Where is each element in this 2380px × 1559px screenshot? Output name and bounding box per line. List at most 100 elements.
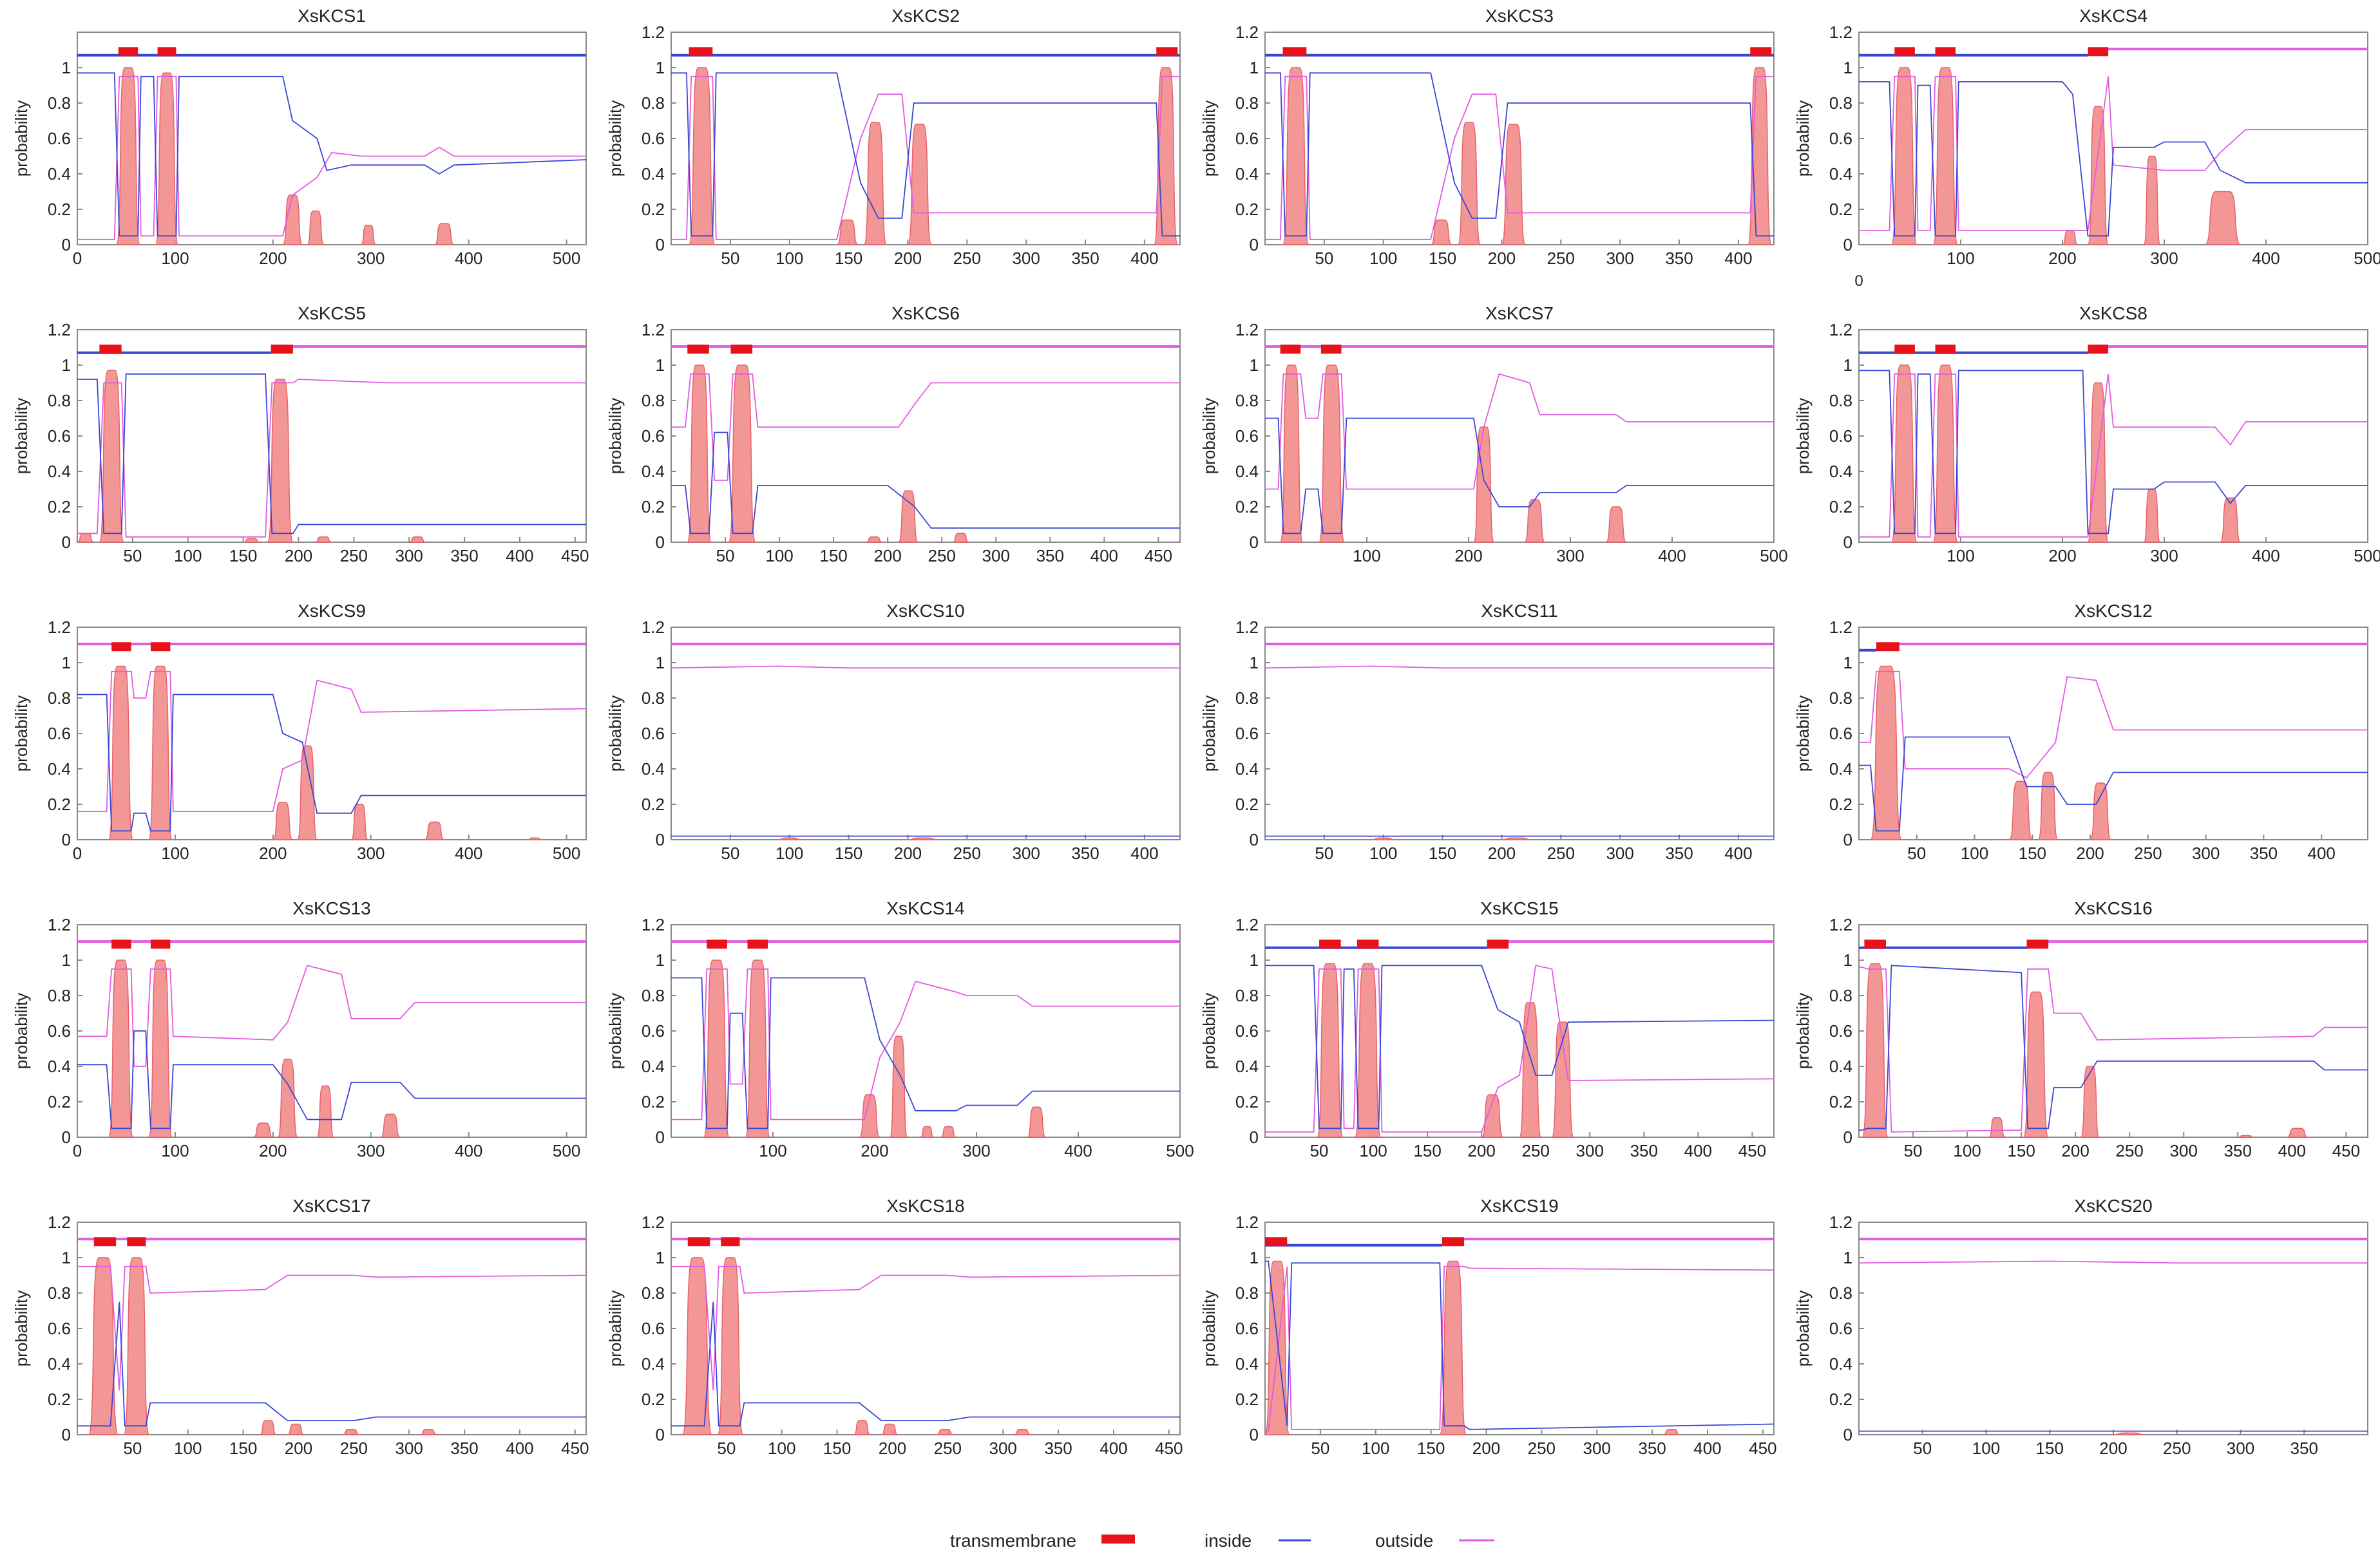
y-tick-label: 0.8 (1829, 688, 1852, 708)
x-tick-label: 100 (174, 546, 202, 565)
x-tick-label: 300 (357, 1141, 385, 1160)
tm-probability-peak (2220, 497, 2242, 543)
tm-probability-peak (88, 1257, 119, 1435)
tm-probability-peak (343, 1429, 360, 1435)
tm-probability-peak (898, 490, 919, 543)
tm-probability-peak (123, 1257, 150, 1435)
x-tick-label: 200 (259, 844, 287, 863)
transmembrane-bar (150, 940, 171, 949)
y-tick-label: 0 (656, 1425, 665, 1444)
tm-probability-peak (703, 959, 730, 1138)
y-tick-label: 0.8 (1235, 391, 1259, 410)
panel-title: XsKCS10 (886, 601, 964, 621)
outside-probability-line (1265, 75, 1774, 240)
x-tick-label: 150 (819, 546, 847, 565)
tm-probability-peak (1027, 1106, 1047, 1138)
x-tick-label: 350 (2224, 1141, 2252, 1160)
x-tick-label: 250 (953, 844, 981, 863)
transmembrane-bar (687, 345, 709, 354)
tm-probability-peak (2286, 1128, 2309, 1138)
tm-probability-peak (717, 1257, 744, 1435)
tm-probability-peak (1430, 219, 1452, 245)
x-tick-label: 400 (455, 1141, 482, 1160)
x-tick-label: 400 (1064, 1141, 1092, 1160)
tm-probability-peak (360, 225, 377, 245)
x-tick-label: 300 (357, 249, 385, 268)
panel-xskcs14: XsKCS14 probability 0 0.2 0.4 0.6 0.8 1 1.2 100 20… (605, 898, 1194, 1160)
inside-probability-line (1265, 1260, 1775, 1430)
tm-probability-peak (527, 837, 542, 840)
x-tick-label: 150 (2036, 1439, 2064, 1458)
panel-xskcs5: XsKCS5 probability 0 0.2 0.4 0.6 0.8 1 1.2 50 100 1… (12, 303, 589, 565)
x-tick-label: 250 (2134, 844, 2162, 863)
y-tick-label: 1 (62, 58, 71, 77)
tm-probability-peak (2090, 782, 2112, 840)
y-tick-label: 1.2 (1235, 618, 1259, 637)
tm-probability-peak (315, 536, 332, 543)
y-tick-label: 1.2 (642, 1213, 665, 1232)
transmembrane-bar (93, 1237, 117, 1247)
extra-axis-label: 0 (1854, 272, 1863, 290)
y-tick-label: 0 (656, 1128, 665, 1147)
y-tick-label: 1 (1843, 1248, 1852, 1267)
inside-probability-line (77, 373, 586, 534)
tm-probability-peak (316, 1085, 334, 1138)
x-tick-label: 300 (982, 546, 1010, 565)
panel-title: XsKCS3 (1485, 6, 1554, 26)
y-tick-label: 0.6 (1829, 129, 1852, 148)
transmembrane-bar (1280, 345, 1301, 354)
x-tick-label: 100 (161, 249, 189, 268)
transmembrane-bar (99, 345, 122, 354)
y-tick-label: 0 (62, 1128, 71, 1147)
y-axis-label: probability (605, 695, 625, 772)
x-tick-label: 450 (561, 546, 589, 565)
y-axis-label: probability (1793, 1290, 1813, 1367)
inside-probability-line (1859, 81, 2368, 237)
y-tick-label: 0.2 (1235, 200, 1259, 219)
tm-probability-peak (287, 1423, 305, 1435)
y-tick-label: 0.4 (1829, 462, 1852, 481)
x-tick-label: 300 (357, 844, 385, 863)
y-tick-label: 0 (1250, 1425, 1259, 1444)
tm-probability-peak (108, 665, 134, 840)
x-tick-label: 350 (1665, 249, 1693, 268)
panel-title: XsKCS20 (2074, 1196, 2152, 1216)
x-tick-label: 300 (2227, 1439, 2254, 1458)
outside-probability-line (1859, 373, 2368, 538)
y-tick-label: 1 (1250, 1248, 1259, 1267)
panel-title: XsKCS5 (298, 303, 366, 323)
plot-frame (1264, 1222, 1775, 1435)
x-tick-label: 200 (1488, 249, 1516, 268)
y-axis-label: probability (1199, 1290, 1219, 1367)
transmembrane-bar (111, 940, 131, 949)
outside-probability-line (1859, 670, 2368, 779)
x-tick-label: 400 (1724, 249, 1752, 268)
transmembrane-bar (1864, 940, 1887, 949)
x-tick-label: 100 (161, 1141, 189, 1160)
y-tick-label: 0.4 (642, 462, 665, 481)
y-tick-label: 0 (1250, 533, 1259, 552)
y-tick-label: 0.8 (48, 688, 71, 708)
tm-probability-peak (297, 745, 318, 840)
y-tick-label: 0.6 (1829, 1021, 1852, 1041)
outside-probability-line (1264, 665, 1774, 669)
panel-title: XsKCS13 (292, 898, 370, 918)
tm-probability-peak (2204, 191, 2241, 245)
x-tick-label: 100 (759, 1141, 786, 1160)
y-axis-label: probability (1199, 398, 1219, 475)
y-tick-label: 0.2 (1829, 795, 1852, 814)
y-tick-label: 1.2 (1829, 915, 1852, 934)
y-tick-label: 0.2 (1235, 795, 1259, 814)
transmembrane-bar (2088, 47, 2109, 57)
x-tick-label: 400 (1130, 249, 1158, 268)
tm-probability-peak (116, 67, 140, 245)
tm-probability-peak (148, 665, 173, 840)
x-tick-label: 50 (1907, 844, 1926, 863)
plot-frame (1264, 627, 1775, 840)
x-tick-label: 50 (721, 249, 739, 268)
y-tick-label: 1.2 (1829, 618, 1852, 637)
y-tick-label: 1.2 (642, 618, 665, 637)
transmembrane-bar (271, 345, 293, 354)
inside-probability-line (671, 431, 1180, 534)
x-tick-label: 250 (1547, 249, 1575, 268)
